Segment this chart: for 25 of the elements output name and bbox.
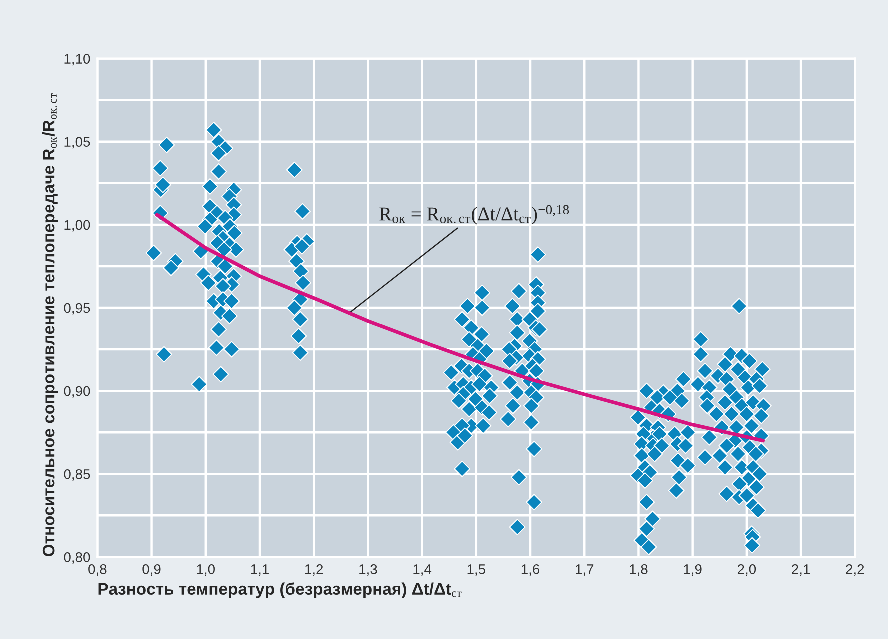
x-tick-label: 1,4 <box>414 564 432 576</box>
y-tick-label: 0,85 <box>64 469 90 481</box>
y-tick-label: 0,80 <box>64 552 90 564</box>
annotation: R$_{ок}$ = R$_{ок.ст}$(Δt/Δt$_{ст}$)$^{−0,18}$ <box>380 205 570 225</box>
y-axis-title: Относительное сопротивление теплопередаче R$_{ок}$/R$_{ок.ст}$ <box>42 94 58 557</box>
x-tick-label: 0,8 <box>88 564 107 576</box>
y-tick-label: 0,95 <box>64 303 90 315</box>
y-tick-label: 0,90 <box>64 386 90 398</box>
x-tick-label: 2,1 <box>792 564 810 576</box>
x-tick-label: 2,2 <box>846 564 864 576</box>
y-tick-label: 1,10 <box>64 54 90 66</box>
y-tick-label: 1,05 <box>64 137 90 149</box>
x-tick-label: 1,5 <box>468 564 486 576</box>
x-tick-label: 1,2 <box>306 564 324 576</box>
y-tick-label: 1,00 <box>64 220 90 232</box>
x-tick-label: 1,0 <box>197 564 215 576</box>
x-tick-label: 1,7 <box>576 564 594 576</box>
x-tick-label: 1,3 <box>360 564 378 576</box>
x-tick-label: 1,9 <box>684 564 702 576</box>
x-tick-label: 1,1 <box>251 564 269 576</box>
x-tick-label: 1,6 <box>522 564 540 576</box>
x-tick-label: 0,9 <box>142 564 161 576</box>
x-tick-label: 2,0 <box>738 564 756 576</box>
x-axis-title: Разность температур (безразмерная) Δt/Δt$_{ст}$ <box>98 582 462 598</box>
x-tick-label: 1,8 <box>630 564 648 576</box>
